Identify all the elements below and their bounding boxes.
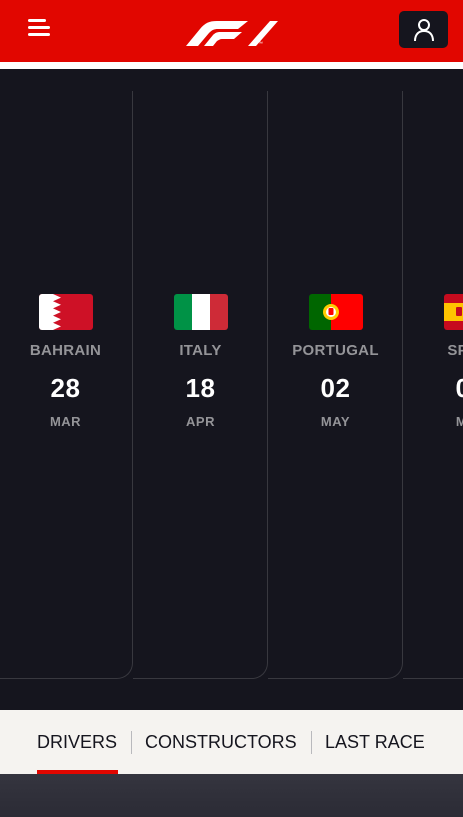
user-account-icon [413,18,434,41]
race-month: MAR [49,414,82,429]
svg-text:™: ™ [258,41,263,46]
race-card-spain[interactable]: SPAIN 09 MAY [403,91,463,679]
bahrain-flag-icon [38,294,93,330]
race-card-italy[interactable]: ITALY 18 APR [133,91,268,679]
tab-constructors[interactable]: CONSTRUCTORS [145,731,297,752]
race-day: 28 [50,373,81,403]
tab-last-race[interactable]: LAST RACE [325,731,425,752]
tab-divider [131,731,132,754]
race-country: PORTUGAL [292,342,379,359]
race-country: BAHRAIN [29,342,102,359]
user-account-button[interactable] [399,11,448,48]
tab-drivers[interactable]: DRIVERS [37,731,118,752]
hamburger-menu-icon [28,19,46,22]
race-month: APR [186,414,215,429]
menu-button[interactable] [28,17,54,39]
race-calendar-carousel[interactable]: BAHRAIN 28 MAR ITALY 18 APR PO [0,69,463,710]
active-tab-indicator [37,770,118,774]
standings-tabs: DRIVERS CONSTRUCTORS LAST RACE [0,710,463,774]
race-month: MAY [455,414,463,429]
standings-content [0,774,463,817]
race-card-portugal[interactable]: PORTUGAL 02 MAY [268,91,403,679]
race-day: 02 [320,373,351,403]
tab-divider [311,731,312,754]
race-day: 09 [403,373,463,404]
race-day: 18 [185,373,216,403]
header-stripe [0,62,463,69]
spain-flag-icon [443,294,463,330]
hamburger-menu-icon-bar [28,33,50,36]
top-header: ™ [0,0,463,62]
race-country: ITALY [179,342,222,359]
portugal-flag-icon [308,294,363,330]
race-country: SPAIN [447,342,463,359]
italy-flag-icon [173,294,228,330]
race-card-bahrain[interactable]: BAHRAIN 28 MAR [0,91,133,679]
f1-logo[interactable]: ™ [186,20,278,46]
race-month: MAY [320,414,351,429]
hamburger-menu-icon-bar [28,26,50,29]
